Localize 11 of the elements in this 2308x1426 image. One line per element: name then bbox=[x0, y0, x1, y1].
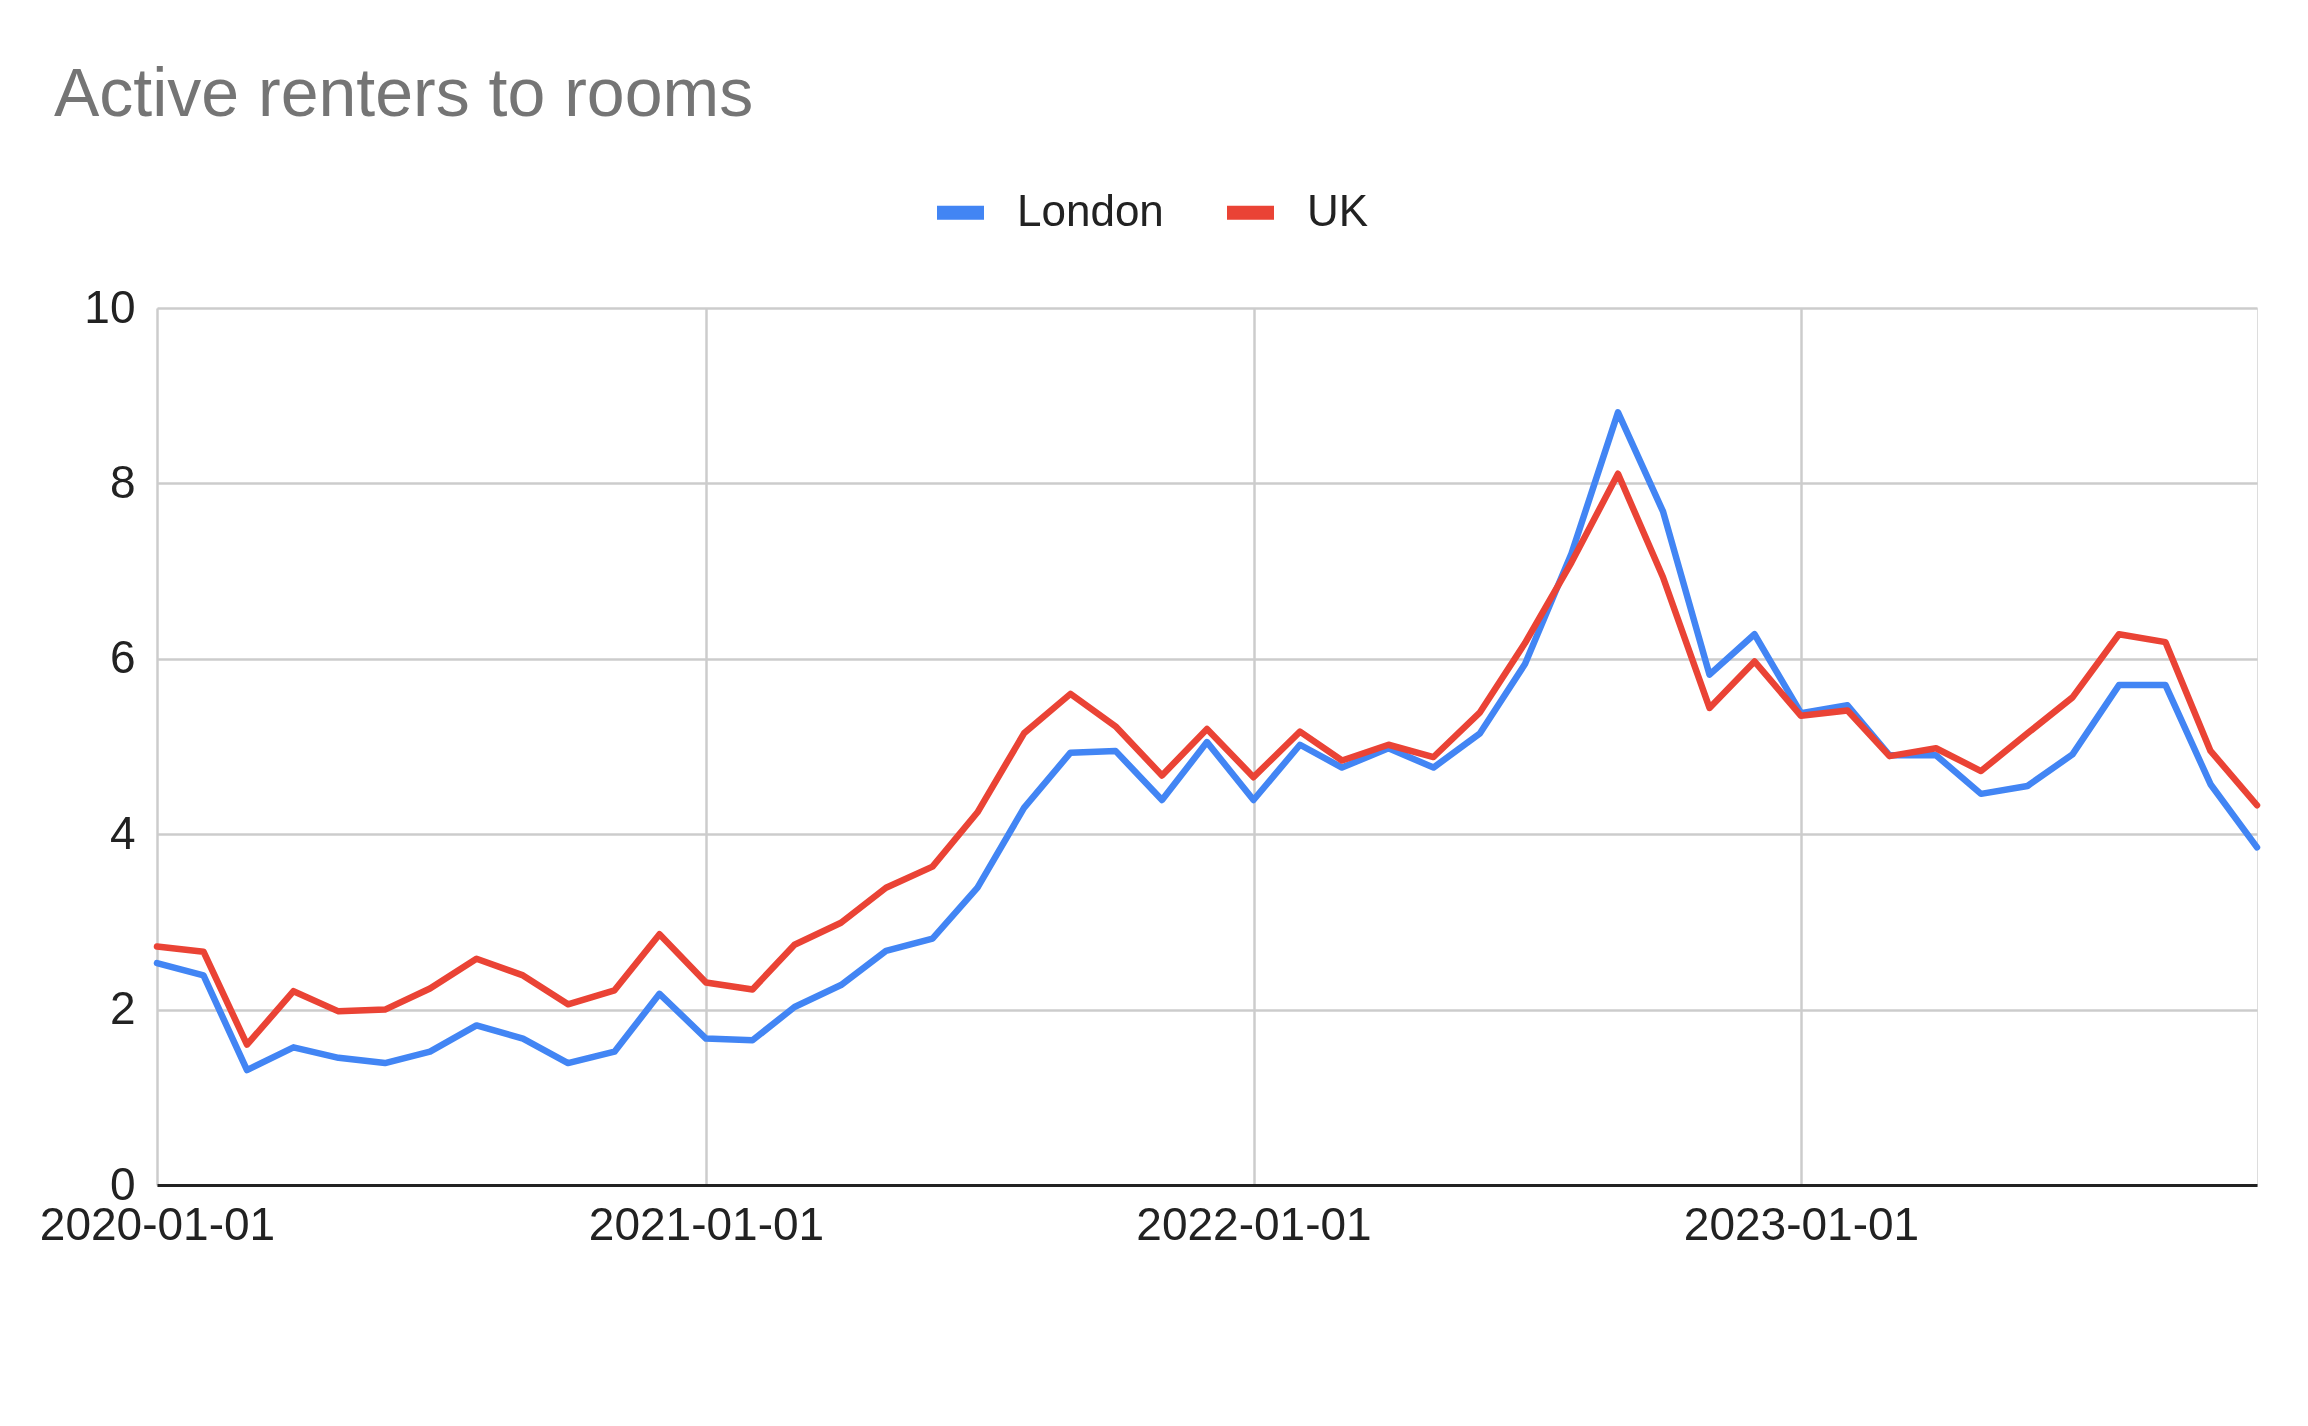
x-tick-label: 2023-01-01 bbox=[1683, 1197, 1920, 1250]
y-tick-label: 10 bbox=[84, 280, 136, 333]
chart-title: Active renters to rooms bbox=[54, 54, 754, 130]
y-tick-label: 6 bbox=[109, 631, 136, 684]
y-tick-label: 8 bbox=[109, 455, 136, 508]
legend-label: UK bbox=[1307, 185, 1369, 235]
x-tick-label: 2022-01-01 bbox=[1136, 1197, 1372, 1250]
y-tick-label: 2 bbox=[109, 982, 136, 1035]
y-tick-label: 4 bbox=[109, 806, 136, 859]
legend-label: London bbox=[1017, 185, 1164, 235]
x-tick-label: 2021-01-01 bbox=[588, 1197, 825, 1250]
